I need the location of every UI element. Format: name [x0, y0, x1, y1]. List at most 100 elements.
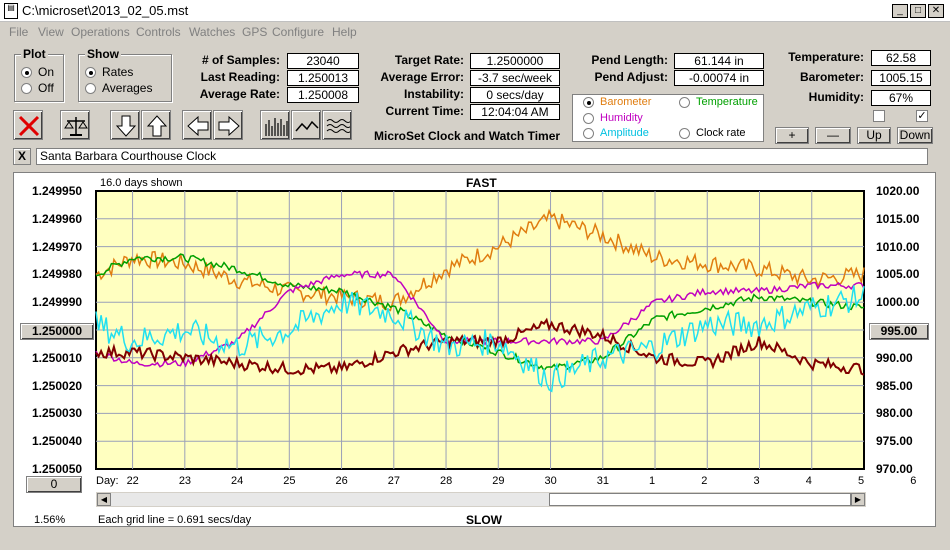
choice-temperature[interactable]: Temperature — [679, 96, 758, 108]
scroll-right-icon[interactable]: ▶ — [851, 493, 865, 506]
arrow-right-icon[interactable] — [213, 110, 243, 140]
minimize-icon[interactable]: _ — [892, 4, 908, 18]
wave-icon[interactable] — [322, 110, 352, 140]
pend-length-label: Pend Length: — [591, 53, 668, 67]
arrow-up-icon[interactable] — [141, 110, 171, 140]
day-label: Day: — [96, 475, 119, 487]
left-tick-label: 1.249950 — [32, 184, 83, 198]
delete-icon[interactable] — [13, 110, 43, 140]
right-center-button[interactable]: 995.00 — [869, 323, 929, 340]
menu-view[interactable]: View — [38, 25, 64, 39]
menu-configure[interactable]: Configure — [272, 25, 325, 39]
scroll-left-icon[interactable]: ◀ — [97, 493, 111, 506]
series-line-amplitude — [95, 285, 865, 393]
day-tick-label: 26 — [335, 475, 348, 487]
average-rate-label: Average Rate: — [199, 87, 280, 101]
radio-off-icon[interactable] — [583, 112, 594, 124]
choice-amplitude[interactable]: Amplitude — [583, 127, 649, 139]
arrow-left-icon[interactable] — [182, 110, 212, 140]
right-tick-label: 1020.00 — [876, 184, 920, 198]
clock-name-field[interactable]: Santa Barbara Courthouse Clock — [36, 148, 928, 165]
choice-clock-rate-label: Clock rate — [696, 127, 746, 139]
series-line-temperature — [95, 253, 865, 372]
grid-note: Each grid line = 0.691 secs/day — [98, 514, 252, 526]
last-reading-field: 1.250013 — [287, 70, 359, 86]
bar-chart-icon[interactable] — [260, 110, 290, 140]
temperature-field: 62.58 — [871, 50, 931, 66]
right-tick-label: 985.00 — [876, 378, 913, 393]
plot-on-label: On — [38, 65, 55, 79]
checkbox-left[interactable] — [873, 110, 885, 122]
rate-chart — [95, 190, 865, 470]
horizontal-scrollbar[interactable]: ◀ ▶ — [96, 492, 866, 507]
radio-on-icon[interactable] — [85, 66, 96, 78]
plot-off-option[interactable]: Off — [21, 81, 54, 95]
show-averages-option[interactable]: Averages — [85, 81, 152, 95]
line-chart-icon[interactable] — [291, 110, 321, 140]
radio-on-icon[interactable] — [21, 66, 32, 78]
left-tick-label: 1.249960 — [32, 211, 83, 226]
left-tick-label: 1.249990 — [32, 295, 83, 310]
menu-watches[interactable]: Watches — [189, 25, 236, 39]
checkbox-right[interactable]: ✓ — [916, 110, 928, 122]
radio-off-icon[interactable] — [679, 96, 690, 108]
right-tick-label: 970.00 — [876, 462, 913, 476]
average-rate-field: 1.250008 — [287, 87, 359, 103]
left-tick-label: 1.249970 — [32, 239, 83, 254]
slow-label: SLOW — [466, 513, 502, 527]
left-tick-label: 1.250010 — [32, 350, 83, 365]
menu-help[interactable]: Help — [332, 25, 357, 39]
right-tick-label: 990.00 — [876, 350, 913, 365]
zero-button[interactable]: 0 — [26, 476, 82, 493]
choice-clock-rate[interactable]: Clock rate — [679, 127, 746, 139]
right-tick-label: 1010.00 — [876, 239, 920, 254]
plot-group: Plot On Off — [14, 47, 64, 102]
show-rates-label: Rates — [102, 65, 134, 79]
left-center-button[interactable]: 1.250000 — [20, 323, 94, 340]
scale-down-button[interactable]: Down — [897, 127, 933, 144]
radio-off-icon[interactable] — [85, 82, 96, 94]
radio-on-icon[interactable] — [583, 96, 594, 108]
pend-adjust-field: -0.00074 in — [674, 70, 764, 86]
menu-gps[interactable]: GPS — [242, 25, 268, 39]
clock-name-close-button[interactable]: X — [13, 148, 31, 165]
menu-controls[interactable]: Controls — [136, 25, 181, 39]
day-tick-label: 22 — [126, 475, 139, 487]
left-tick-label: 1.250040 — [32, 434, 83, 449]
current-time-field: 12:04:04 AM — [470, 104, 560, 120]
show-group: Show Rates Averages — [78, 47, 172, 102]
last-reading-label: Last Reading: — [200, 70, 280, 84]
radio-off-icon[interactable] — [583, 127, 594, 139]
target-rate-field[interactable]: 1.2500000 — [470, 53, 560, 69]
fast-label: FAST — [466, 176, 497, 190]
right-tick-label: 1015.00 — [876, 211, 920, 226]
pend-adjust-label: Pend Adjust: — [594, 70, 668, 84]
right-tick-label: 1005.00 — [876, 267, 920, 282]
radio-off-icon[interactable] — [21, 82, 32, 94]
radio-off-icon[interactable] — [679, 127, 690, 139]
maximize-icon[interactable]: □ — [910, 4, 926, 18]
plot-on-option[interactable]: On — [21, 65, 54, 79]
day-tick-label: 5 — [858, 475, 865, 487]
right-tick-label: 975.00 — [876, 434, 913, 449]
scale-minus-button[interactable]: — — [815, 127, 851, 144]
menu-operations[interactable]: Operations — [71, 25, 130, 39]
menu-file[interactable]: File — [9, 25, 29, 39]
pend-length-field[interactable]: 61.144 in — [674, 53, 764, 69]
series-line-barometer — [95, 208, 865, 312]
show-rates-option[interactable]: Rates — [85, 65, 133, 79]
left-tick-label: 1.250020 — [32, 378, 83, 393]
day-tick-label: 24 — [231, 475, 244, 487]
scale-plus-button[interactable]: + — [775, 127, 809, 144]
choice-humidity[interactable]: Humidity — [583, 112, 643, 124]
close-icon[interactable]: ✕ — [928, 4, 944, 18]
day-tick-label: 29 — [492, 475, 505, 487]
menu-bar: File View Operations Controls Watches GP… — [0, 22, 950, 42]
scale-up-button[interactable]: Up — [857, 127, 891, 144]
balance-icon[interactable] — [60, 110, 90, 140]
day-tick-label: 23 — [178, 475, 192, 487]
barometer-field: 1005.15 — [871, 70, 931, 86]
scroll-thumb[interactable] — [549, 493, 851, 506]
arrow-down-icon[interactable] — [110, 110, 140, 140]
choice-barometer[interactable]: Barometer — [583, 96, 651, 108]
